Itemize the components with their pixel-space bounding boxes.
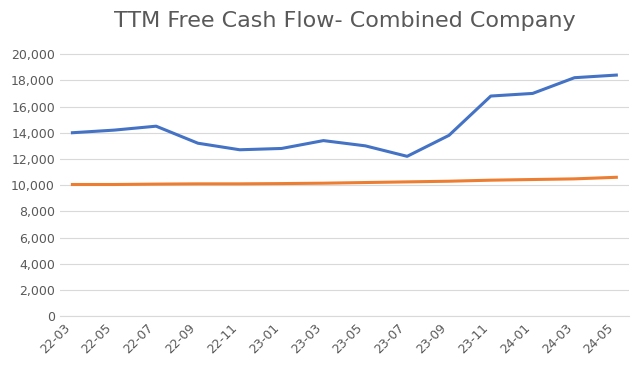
Title: TTM Free Cash Flow- Combined Company: TTM Free Cash Flow- Combined Company bbox=[113, 11, 575, 31]
